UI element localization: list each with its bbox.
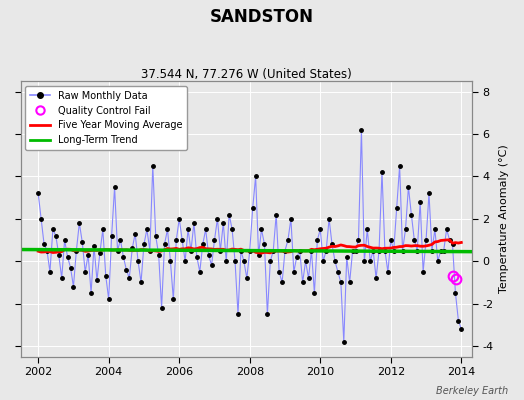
Title: 37.544 N, 77.276 W (United States): 37.544 N, 77.276 W (United States) bbox=[141, 68, 352, 81]
Legend: Raw Monthly Data, Quality Control Fail, Five Year Moving Average, Long-Term Tren: Raw Monthly Data, Quality Control Fail, … bbox=[26, 86, 187, 150]
Text: SANDSTON: SANDSTON bbox=[210, 8, 314, 26]
Y-axis label: Temperature Anomaly (°C): Temperature Anomaly (°C) bbox=[499, 144, 509, 293]
Text: Berkeley Earth: Berkeley Earth bbox=[436, 386, 508, 396]
